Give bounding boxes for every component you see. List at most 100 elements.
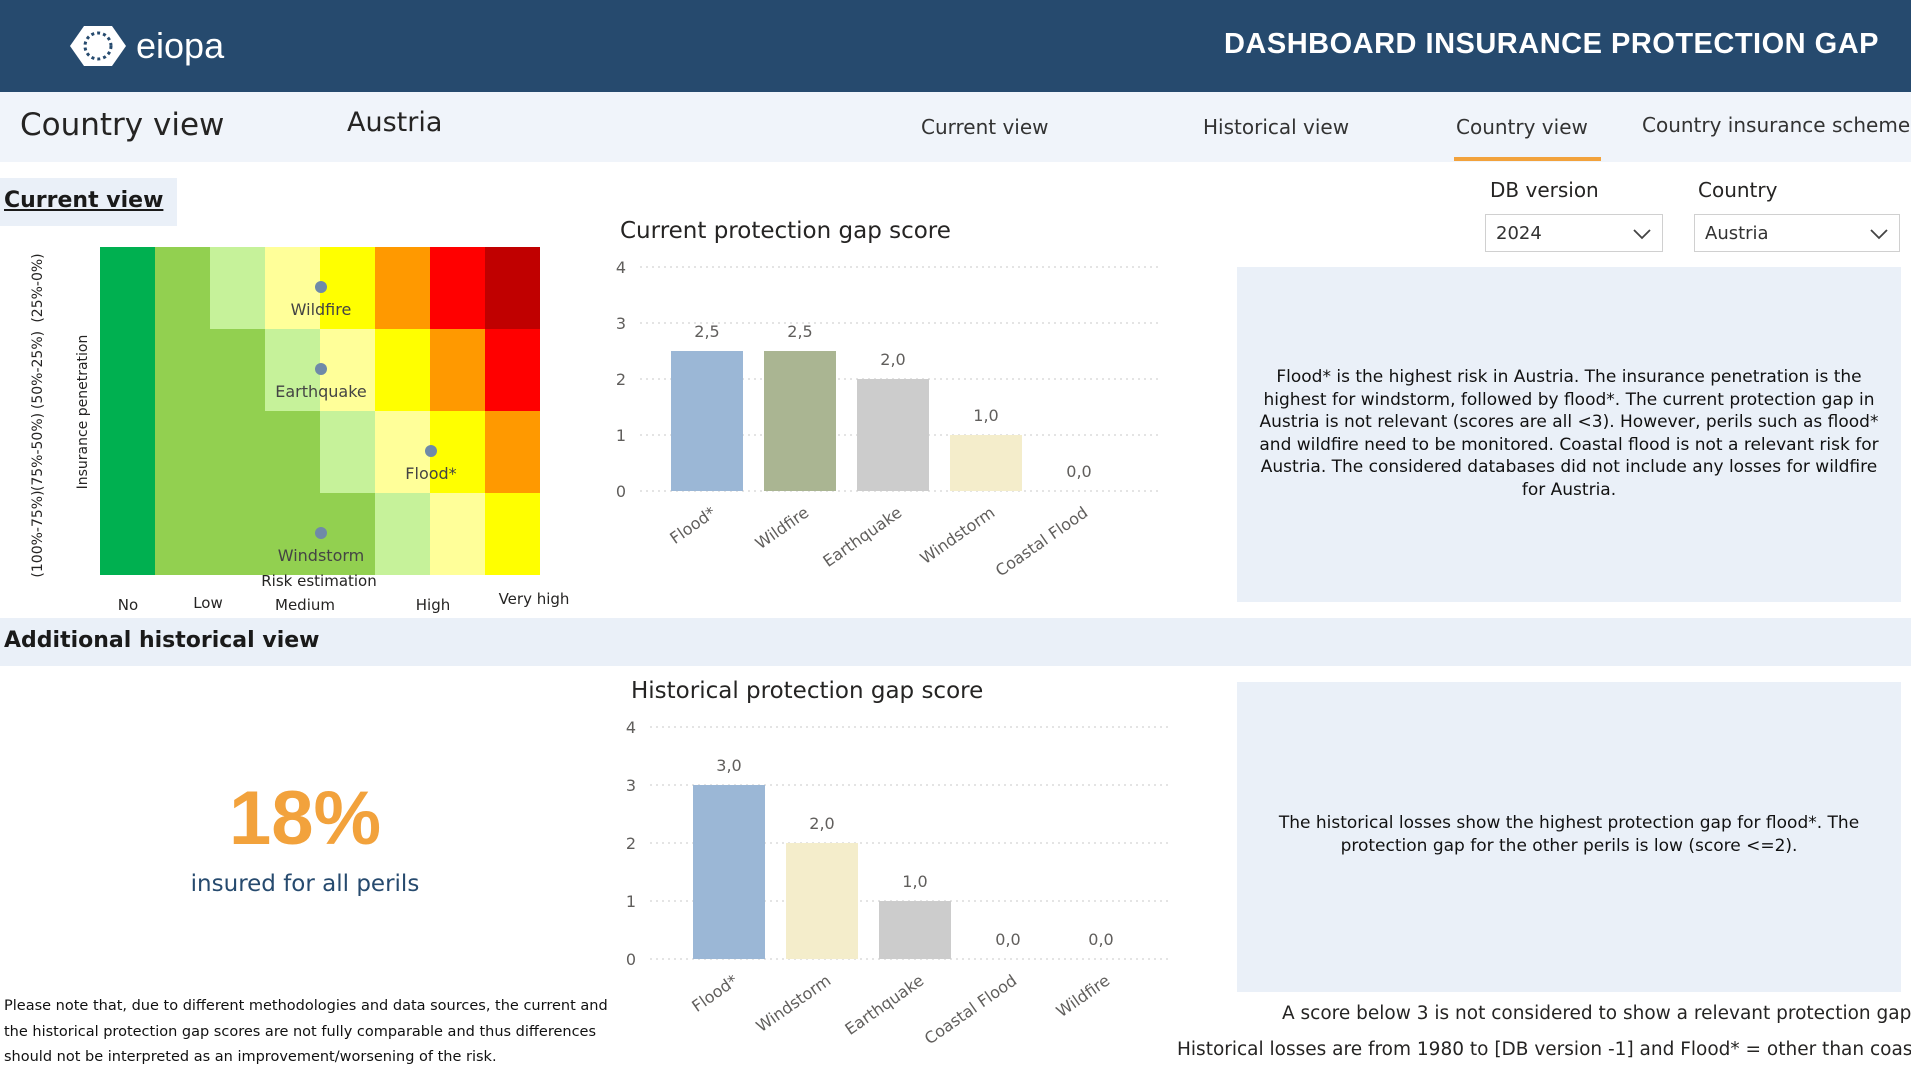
bar[interactable] [786, 843, 858, 959]
data-label: 0,0 [1088, 930, 1113, 949]
bar[interactable] [764, 351, 836, 491]
heatmap-cell [210, 247, 265, 329]
tab-current-view[interactable]: Current view [921, 115, 1049, 139]
heatmap-marker-label: Flood* [405, 464, 456, 483]
additional-historical-section-label: Additional historical view [0, 618, 1911, 666]
current-commentary-box: Flood* is the highest risk in Austria. T… [1237, 267, 1901, 602]
y-tick-label: 4 [626, 718, 636, 737]
current-view-heading: Current view [4, 188, 164, 213]
x-tick-label: Wildfire [752, 503, 813, 553]
bar[interactable] [950, 435, 1022, 491]
y-tick-label: 0 [616, 482, 626, 501]
x-tick-label: Flood* [688, 971, 741, 1016]
y-tick-label: 3 [616, 314, 626, 333]
heatmap-x-tick-label: Low [193, 594, 223, 612]
tab-historical-view[interactable]: Historical view [1203, 115, 1350, 139]
tab-country-view[interactable]: Country view [1456, 115, 1588, 139]
selected-country-heading: Austria [347, 107, 443, 138]
heatmap-cell [320, 247, 375, 329]
heatmap-cell [265, 493, 320, 575]
heatmap-cell [320, 411, 375, 493]
heatmap-x-tick-label: Medium [275, 596, 335, 614]
x-tick-label: Windstorm [917, 503, 999, 568]
heatmap-cell [485, 411, 540, 493]
heatmap-marker-label: Windstorm [278, 546, 365, 565]
heatmap-y-axis-title: Insurance penetration [75, 335, 91, 490]
heatmap-cell [375, 329, 430, 411]
current-view-section-label: Current view [0, 178, 177, 226]
y-tick-label: 2 [626, 834, 636, 853]
heatmap-cell [430, 411, 485, 493]
data-label: 1,0 [973, 406, 998, 425]
heatmap-cell [265, 411, 320, 493]
data-label: 2,0 [880, 350, 905, 369]
y-tick-label: 1 [616, 426, 626, 445]
disclaimer-text: Please note that, due to different metho… [4, 998, 608, 1065]
logo-text: eiopa [136, 25, 225, 66]
header-bar [0, 0, 1911, 92]
y-tick-label: 2 [616, 370, 626, 389]
heatmap-y-tick-label: (100%-75%) [30, 490, 46, 577]
current-chart-title: Current protection gap score [620, 218, 951, 244]
x-tick-label: Flood* [666, 503, 719, 548]
bar[interactable] [879, 901, 951, 959]
x-tick-label: Wildfire [1053, 971, 1114, 1021]
heatmap-cell [430, 329, 485, 411]
chevron-down-icon [1633, 229, 1651, 240]
heatmap-x-tick-label: Very high [499, 590, 570, 608]
country-dropdown[interactable]: Austria [1694, 214, 1900, 252]
data-label: 2,5 [787, 322, 812, 341]
heatmap-cell [375, 411, 430, 493]
historical-commentary-box: The historical losses show the highest p… [1237, 682, 1901, 992]
db-version-dropdown[interactable]: 2024 [1485, 214, 1663, 252]
y-tick-label: 3 [626, 776, 636, 795]
historical-chart-title: Historical protection gap score [631, 678, 984, 704]
data-label: 0,0 [995, 930, 1020, 949]
heatmap-cell [265, 329, 320, 411]
heatmap-cell [210, 493, 265, 575]
heatmap-marker-label: Earthquake [275, 382, 367, 401]
eiopa-logo: eiopa [62, 18, 262, 74]
bar[interactable] [693, 785, 765, 959]
current-commentary-text: Flood* is the highest risk in Austria. T… [1259, 367, 1879, 500]
dashboard-title: DASHBOARD INSURANCE PROTECTION GAP [1223, 28, 1879, 60]
heatmap-cell [100, 411, 155, 493]
heatmap-marker[interactable] [315, 527, 327, 539]
data-label: 2,5 [694, 322, 719, 341]
heatmap-cell [485, 329, 540, 411]
heatmap-cell [155, 247, 210, 329]
active-tab-indicator [1454, 157, 1601, 161]
additional-historical-heading: Additional historical view [4, 628, 320, 653]
score-threshold-note: A score below 3 is not considered to sho… [1282, 1003, 1911, 1024]
bar[interactable] [671, 351, 743, 491]
heatmap-cell [100, 493, 155, 575]
historical-commentary-text: The historical losses show the highest p… [1278, 813, 1860, 856]
heatmap-marker[interactable] [425, 445, 437, 457]
heatmap-cell [210, 411, 265, 493]
heatmap-cell [485, 493, 540, 575]
heatmap-cell [155, 329, 210, 411]
y-tick-label: 1 [626, 892, 636, 911]
heatmap-cell [430, 493, 485, 575]
heatmap-marker[interactable] [315, 363, 327, 375]
heatmap-marker[interactable] [315, 281, 327, 293]
heatmap-cell [375, 247, 430, 329]
current-gap-bar-chart: 0 1 2 3 4 2,5 Flood* 2,5 Wildfire 2,0 Earthquake 1,… [616, 258, 1158, 580]
data-label: 1,0 [902, 872, 927, 891]
data-label: 3,0 [716, 756, 741, 775]
tab-country-insurance-scheme[interactable]: Country insurance scheme [1642, 113, 1911, 137]
x-tick-label: Coastal Flood [921, 971, 1020, 1045]
heatmap-marker-label: Wildfire [291, 300, 352, 319]
y-tick-label: 4 [616, 258, 626, 277]
country-value: Austria [1705, 223, 1769, 244]
heatmap-cell [430, 247, 485, 329]
heatmap-x-axis-title: Risk estimation [261, 572, 377, 590]
bar[interactable] [857, 379, 929, 491]
historical-losses-note: Historical losses are from 1980 to [DB v… [1177, 1039, 1911, 1060]
heatmap-x-tick-label: No [118, 596, 138, 614]
heatmap-cell [320, 329, 375, 411]
x-tick-label: Earthquake [819, 503, 905, 571]
heatmap-cell [320, 493, 375, 575]
db-version-value: 2024 [1496, 223, 1542, 244]
heatmap-cell [210, 329, 265, 411]
